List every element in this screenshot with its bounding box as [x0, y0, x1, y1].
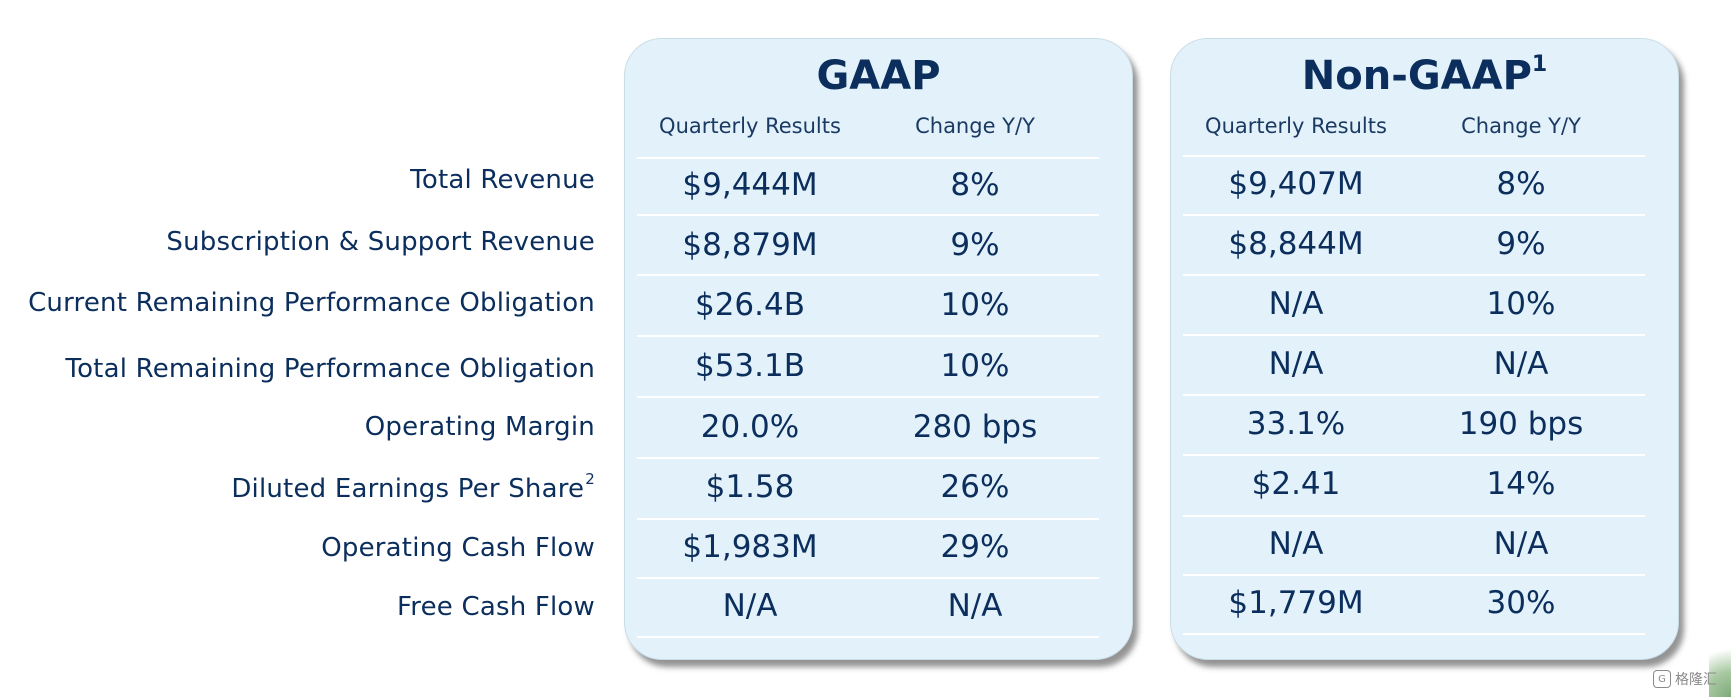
divider — [1183, 334, 1645, 336]
divider — [1183, 274, 1645, 276]
divider — [637, 636, 1099, 638]
gaap-cell: 29% — [940, 529, 1010, 565]
gaap-cell: 26% — [940, 469, 1010, 505]
nongaap-cell: N/A — [1268, 286, 1324, 322]
gaap-cell: 280 bps — [912, 409, 1038, 445]
divider — [637, 274, 1099, 276]
divider — [1183, 394, 1645, 396]
gaap-title: GAAP — [816, 53, 941, 99]
divider — [1183, 515, 1645, 517]
gaap-cell: $53.1B — [694, 348, 805, 384]
gaap-cell: N/A — [947, 588, 1003, 624]
gaap-cell: $9,444M — [682, 167, 818, 203]
nongaap-cell: $9,407M — [1228, 166, 1364, 202]
divider — [1183, 155, 1645, 157]
gaap-cell: 9% — [950, 227, 1000, 263]
nongaap-cell: 9% — [1496, 226, 1546, 262]
gaap-cell: $26.4B — [694, 287, 805, 323]
nongaap-col-change-yy: Change Y/Y — [1461, 114, 1581, 138]
watermark-logo-icon: G — [1653, 670, 1671, 688]
divider — [637, 457, 1099, 459]
divider — [637, 396, 1099, 398]
gaap-cell: $8,879M — [682, 227, 818, 263]
divider — [1183, 633, 1645, 635]
nongaap-title: Non-GAAP1 — [1301, 51, 1548, 99]
footnote-2: 2 — [585, 470, 595, 488]
divider — [1183, 574, 1645, 576]
divider — [637, 335, 1099, 337]
nongaap-cell: N/A — [1268, 346, 1324, 382]
nongaap-col-quarterly-results: Quarterly Results — [1205, 114, 1387, 138]
nongaap-cell: 14% — [1486, 466, 1556, 502]
nongaap-cell: 8% — [1496, 166, 1546, 202]
row-label-subscription-support-revenue: Subscription & Support Revenue — [166, 227, 595, 257]
nongaap-cell: 30% — [1486, 585, 1556, 621]
nongaap-cell: N/A — [1493, 346, 1549, 382]
watermark-text: 格隆汇 — [1675, 672, 1717, 688]
divider — [637, 518, 1099, 520]
row-label-total-rpo: Total Remaining Performance Obligation — [65, 354, 595, 384]
gaap-cell: 10% — [940, 348, 1010, 384]
gaap-cell: $1.58 — [705, 469, 795, 505]
gaap-col-change-yy: Change Y/Y — [915, 114, 1035, 138]
nongaap-cell: N/A — [1268, 526, 1324, 562]
row-label-operating-margin: Operating Margin — [364, 412, 595, 442]
nongaap-cell: 10% — [1486, 286, 1556, 322]
gaap-cell: N/A — [722, 588, 778, 624]
divider — [637, 157, 1099, 159]
gaap-cell: $1,983M — [682, 529, 818, 565]
corner-decoration — [1709, 637, 1731, 697]
divider — [1183, 454, 1645, 456]
nongaap-cell: 190 bps — [1458, 406, 1584, 442]
row-label-operating-cash-flow: Operating Cash Flow — [321, 533, 595, 563]
divider — [637, 214, 1099, 216]
nongaap-cell: $8,844M — [1228, 226, 1364, 262]
row-label-total-revenue: Total Revenue — [410, 165, 595, 195]
watermark: G 格隆汇 — [1653, 669, 1717, 689]
divider — [637, 577, 1099, 579]
row-label-current-rpo: Current Remaining Performance Obligation — [28, 288, 595, 318]
divider — [1183, 214, 1645, 216]
nongaap-panel: Non-GAAP1 Quarterly Results Change Y/Y $… — [1170, 38, 1679, 660]
gaap-cell: 8% — [950, 167, 1000, 203]
gaap-cell: 20.0% — [700, 409, 800, 445]
gaap-panel: GAAP Quarterly Results Change Y/Y $9,444… — [624, 38, 1133, 660]
gaap-col-quarterly-results: Quarterly Results — [659, 114, 841, 138]
nongaap-cell: $1,779M — [1228, 585, 1364, 621]
gaap-cell: 10% — [940, 287, 1010, 323]
nongaap-cell: 33.1% — [1246, 406, 1346, 442]
row-labels: Total Revenue Subscription & Support Rev… — [0, 0, 595, 697]
footnote-1: 1 — [1531, 51, 1548, 77]
row-label-free-cash-flow: Free Cash Flow — [397, 592, 595, 622]
nongaap-cell: $2.41 — [1251, 466, 1341, 502]
row-label-diluted-eps: Diluted Earnings Per Share 2 — [231, 470, 595, 504]
nongaap-cell: N/A — [1493, 526, 1549, 562]
